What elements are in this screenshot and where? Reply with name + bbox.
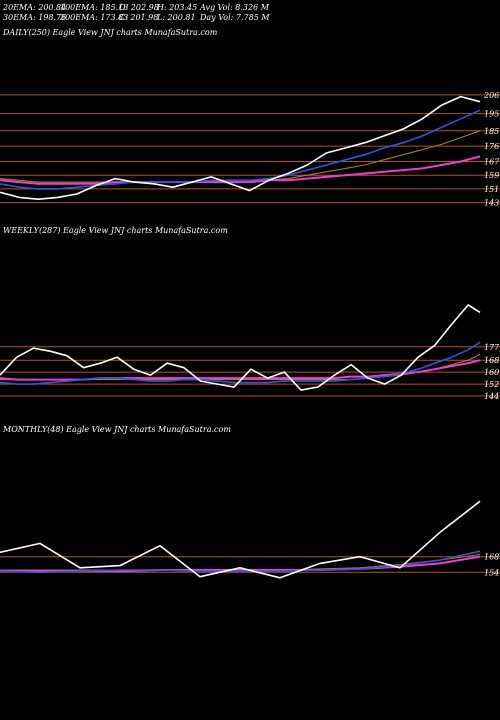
daily-level-tick-label: 195 — [484, 110, 499, 119]
daily-pink-series-line — [0, 155, 481, 185]
weekly-panel: 177 168 160 152 144 — [0, 304, 500, 401]
monthly-blue-series-line — [0, 550, 481, 574]
header-ema20: 20EMA: 200.84 — [3, 3, 67, 12]
weekly-level-tick-label: 177 — [484, 343, 500, 352]
daily-blue-series-line — [0, 109, 481, 190]
daily-panel: 206 195 185 176 167 159 151 143 — [0, 91, 500, 208]
weekly-panel-label: WEEKLY(287) Eagle View JNJ charts Munafa… — [3, 226, 228, 235]
daily-level-tick-label: 167 — [484, 158, 500, 167]
header-open: O: 202.98 — [119, 3, 159, 12]
daily-panel-label: DAILY(250) Eagle View JNJ charts MunafaS… — [3, 28, 218, 37]
monthly-panel-label: MONTHLY(48) Eagle View JNJ charts Munafa… — [3, 425, 231, 434]
weekly-level-tick-label: 144 — [484, 392, 499, 401]
header-dayvol: Day Vol: 7.785 M — [200, 13, 270, 22]
header-avgvol: Avg Vol: 8.326 M — [200, 3, 269, 12]
weekly-price-series-line — [0, 304, 481, 391]
weekly-level-tick-label: 152 — [484, 380, 499, 389]
daily-level-tick-label: 206 — [483, 91, 499, 100]
daily-level-tick-label: 143 — [484, 199, 499, 208]
daily-level-tick-label: 159 — [484, 171, 499, 180]
monthly-level-tick-label: 168 — [484, 553, 499, 562]
daily-level-tick-label: 151 — [484, 185, 499, 194]
daily-level-tick-label: 185 — [484, 127, 499, 136]
weekly-pink-series-line — [0, 359, 481, 381]
monthly-level-tick-label: 154 — [484, 568, 499, 577]
header-ema100: 100EMA: 185.13 — [60, 3, 129, 12]
weekly-level-tick-label: 168 — [484, 356, 499, 365]
monthly-panel: 168 154 — [0, 500, 500, 579]
header-close: C: 201.98 — [119, 13, 159, 22]
header-high: H: 203.45 — [157, 3, 198, 12]
daily-gold-series-line — [0, 130, 481, 183]
daily-level-tick-label: 176 — [484, 142, 499, 151]
header-ema30: 30EMA: 198.76 — [3, 13, 67, 22]
monthly-price-series-line — [0, 500, 481, 579]
weekly-level-tick-label: 160 — [484, 368, 499, 377]
header-low: L: 200.81 — [157, 13, 196, 22]
header-ema200: 200EMA: 173.83 — [60, 13, 129, 22]
daily-price-series-line — [0, 95, 481, 200]
